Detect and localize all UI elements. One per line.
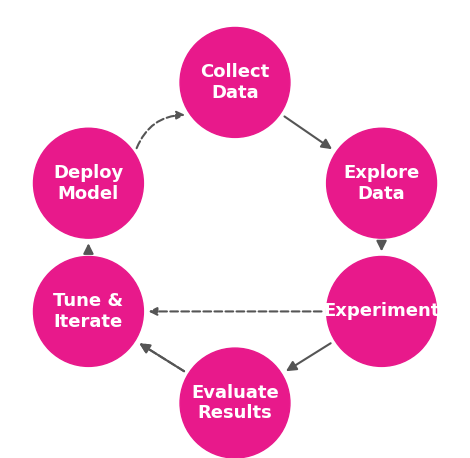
Text: Tune &
Iterate: Tune & Iterate <box>54 292 124 331</box>
FancyArrowPatch shape <box>151 308 321 315</box>
Circle shape <box>33 256 143 366</box>
Circle shape <box>180 27 290 137</box>
Text: Experiment: Experiment <box>323 302 440 321</box>
Circle shape <box>327 128 437 238</box>
Circle shape <box>33 128 143 238</box>
Text: Collect
Data: Collect Data <box>200 63 270 102</box>
Circle shape <box>180 348 290 458</box>
Circle shape <box>327 256 437 366</box>
FancyArrowPatch shape <box>137 112 183 148</box>
Text: Evaluate
Results: Evaluate Results <box>191 384 279 422</box>
FancyArrowPatch shape <box>141 344 184 371</box>
Text: Deploy
Model: Deploy Model <box>53 164 124 202</box>
Text: Explore
Data: Explore Data <box>344 164 420 202</box>
